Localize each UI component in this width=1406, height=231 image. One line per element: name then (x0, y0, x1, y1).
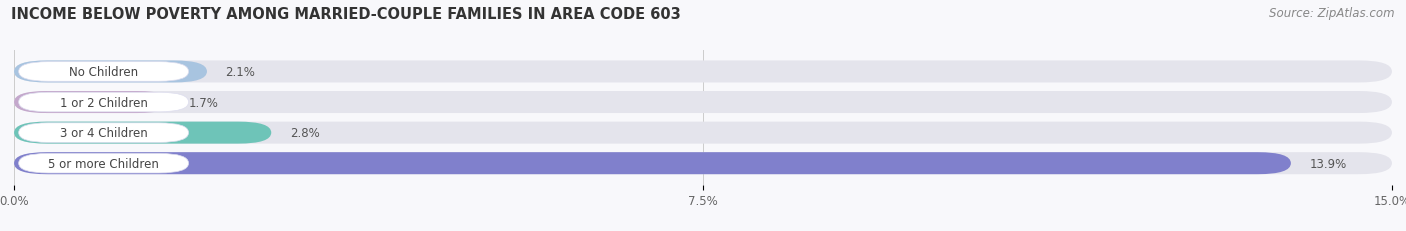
FancyBboxPatch shape (18, 93, 188, 112)
Text: Source: ZipAtlas.com: Source: ZipAtlas.com (1270, 7, 1395, 20)
FancyBboxPatch shape (18, 62, 188, 82)
FancyBboxPatch shape (14, 92, 1392, 114)
Text: No Children: No Children (69, 66, 138, 79)
FancyBboxPatch shape (14, 152, 1291, 174)
Text: INCOME BELOW POVERTY AMONG MARRIED-COUPLE FAMILIES IN AREA CODE 603: INCOME BELOW POVERTY AMONG MARRIED-COUPL… (11, 7, 681, 22)
FancyBboxPatch shape (14, 122, 1392, 144)
Text: 1.7%: 1.7% (188, 96, 218, 109)
FancyBboxPatch shape (14, 122, 271, 144)
Text: 2.8%: 2.8% (290, 127, 319, 140)
FancyBboxPatch shape (14, 92, 170, 114)
Text: 3 or 4 Children: 3 or 4 Children (59, 127, 148, 140)
Text: 13.9%: 13.9% (1309, 157, 1347, 170)
Text: 2.1%: 2.1% (225, 66, 256, 79)
FancyBboxPatch shape (18, 123, 188, 143)
Text: 1 or 2 Children: 1 or 2 Children (59, 96, 148, 109)
Text: 5 or more Children: 5 or more Children (48, 157, 159, 170)
FancyBboxPatch shape (18, 154, 188, 173)
FancyBboxPatch shape (14, 61, 1392, 83)
FancyBboxPatch shape (14, 152, 1392, 174)
FancyBboxPatch shape (14, 61, 207, 83)
